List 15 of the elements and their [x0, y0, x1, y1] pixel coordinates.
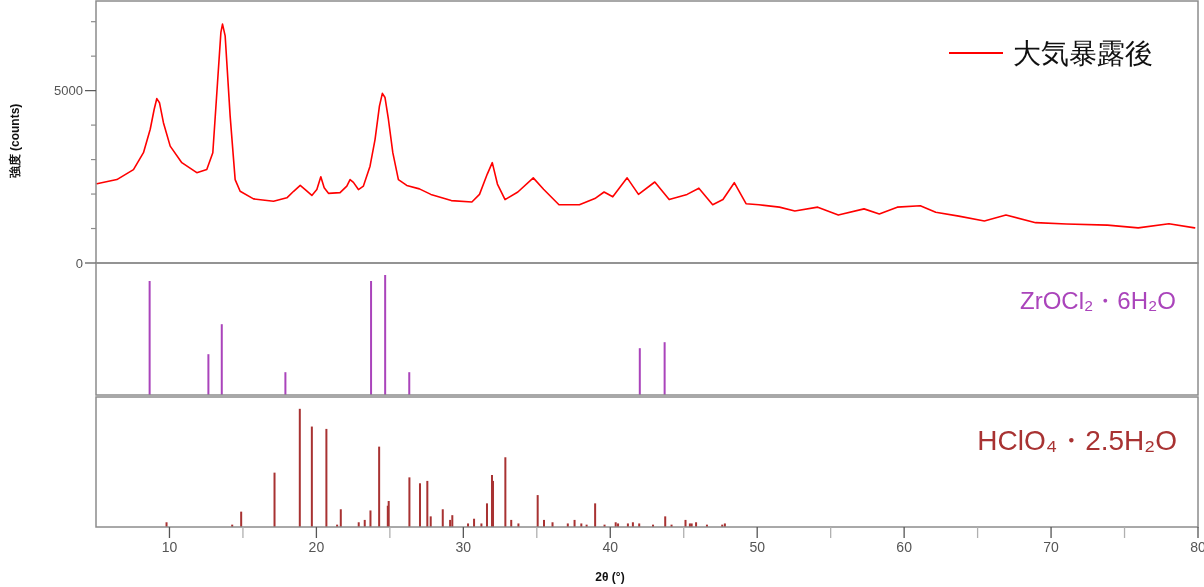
- y-tick-label: 5000: [54, 83, 83, 99]
- x-axis-title: 2θ (°): [595, 570, 625, 584]
- legend: 大気暴露後: [948, 37, 1153, 69]
- x-tick-label: 50: [749, 539, 766, 555]
- legend: HClO₄・2.5H₂O: [977, 424, 1177, 456]
- y-axis-title: 強度 (counts): [8, 103, 22, 179]
- x-tick-label: 10: [161, 539, 178, 555]
- legend: ZrOCl₂・6H₂O: [1020, 286, 1176, 314]
- x-tick-label: 70: [1043, 539, 1060, 555]
- x-tick-label: 20: [308, 539, 325, 555]
- y-tick-label: 0: [75, 255, 83, 271]
- x-tick-label: 60: [896, 539, 913, 555]
- x-tick-label: 30: [455, 539, 472, 555]
- x-tick-label: 40: [602, 539, 619, 555]
- legend-label: 大気暴露後: [1013, 37, 1153, 69]
